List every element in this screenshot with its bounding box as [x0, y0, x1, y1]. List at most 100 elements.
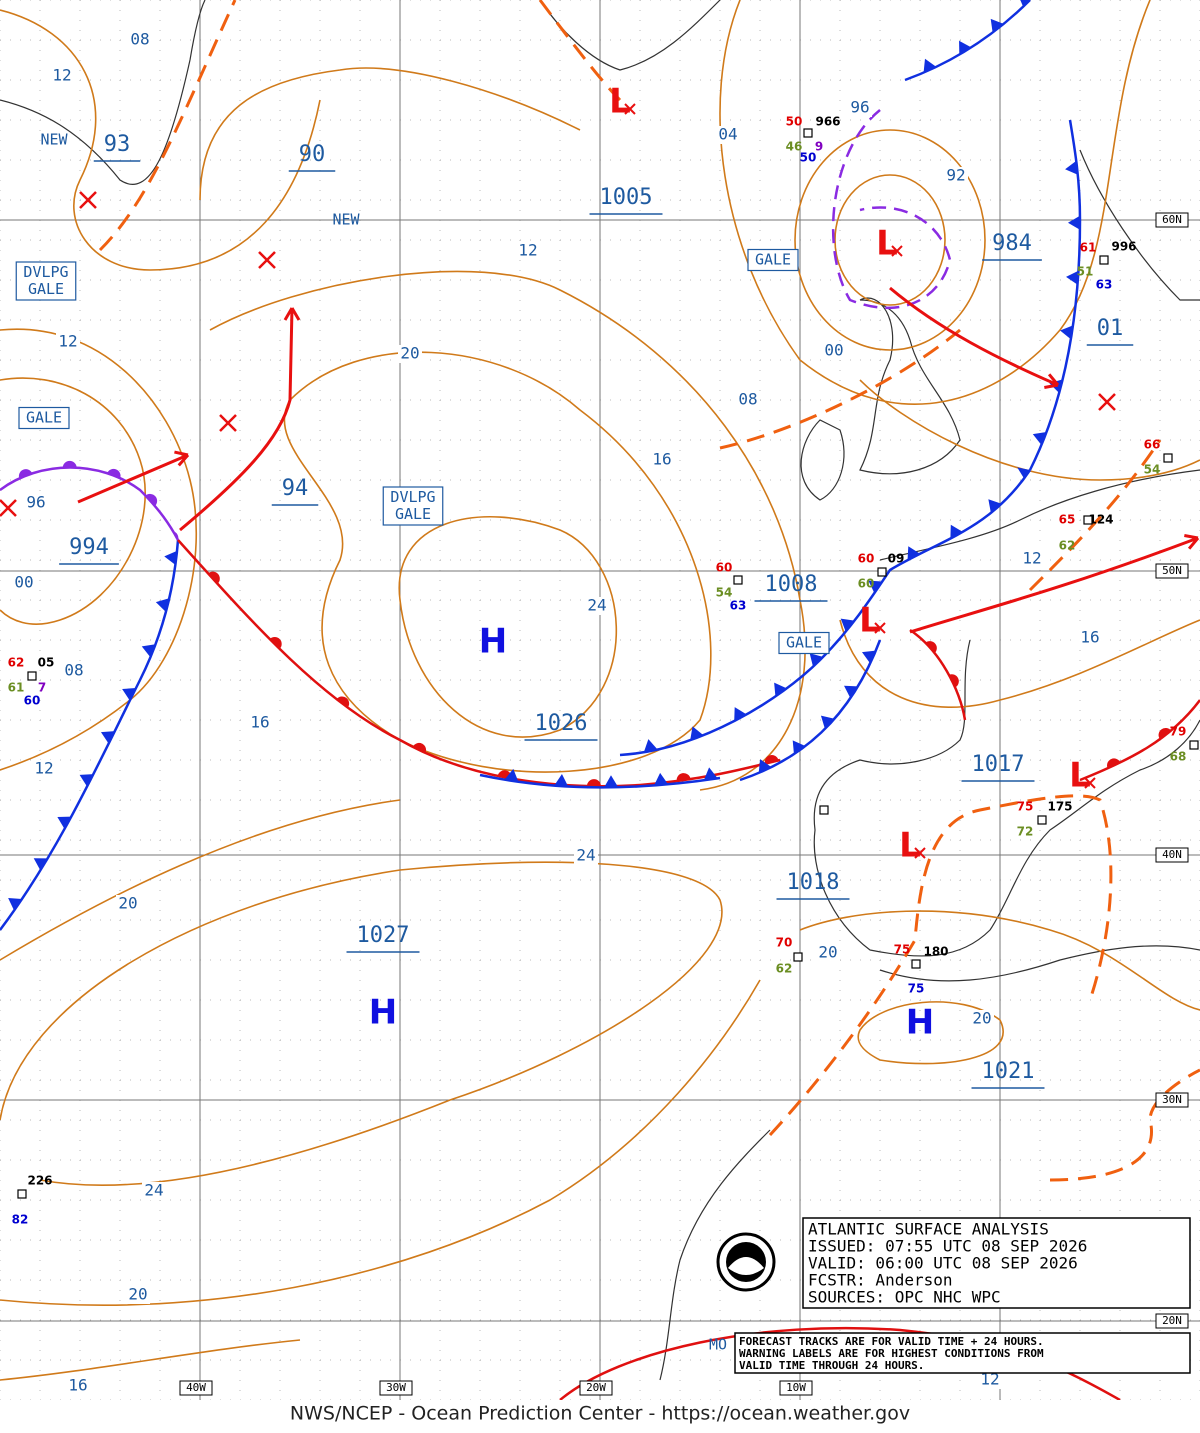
isobar	[0, 799, 401, 961]
low-x	[914, 847, 926, 859]
warning-label: GALE	[26, 409, 62, 427]
warning-label: MO	[709, 1336, 727, 1354]
station-value: 996	[1111, 240, 1136, 254]
coastlines	[0, 0, 1200, 1381]
isobar-label-bg	[62, 662, 86, 680]
labels: 60N 50N 40N 30N 20N 40W 30W 20W 10W 08 12 12 20 12 96 9…	[8, 30, 1199, 1396]
isobar-label-bg	[585, 597, 609, 615]
station-value: 60	[858, 552, 875, 566]
isobar	[283, 351, 712, 773]
isobar-label-bg	[816, 944, 840, 962]
station-value: 66	[1144, 438, 1161, 452]
front-symbol	[676, 773, 691, 782]
front-symbol	[990, 18, 1004, 33]
station-value: 68	[1170, 750, 1187, 764]
isobar-label: 12	[52, 66, 71, 85]
low-symbol: L	[899, 826, 921, 866]
isobar-label: 12	[518, 241, 537, 260]
front-symbol	[122, 688, 136, 701]
isobar-label-bg	[24, 494, 48, 512]
fronts	[0, 0, 1200, 1402]
isobar-label-bg	[1020, 550, 1044, 568]
front-symbol	[1158, 727, 1171, 740]
isobar-label: 20	[400, 344, 419, 363]
trough	[538, 0, 622, 102]
info-issued: ISSUED: 07:55 UTC 08 SEP 2026	[808, 1237, 1087, 1256]
station-value: 966	[815, 115, 840, 129]
isobar-label-bg	[650, 451, 674, 469]
station-marker	[911, 959, 921, 969]
station-marker	[17, 1189, 27, 1199]
isobar	[199, 67, 581, 201]
isobar-label: 16	[652, 450, 671, 469]
pressure-label: 90	[299, 142, 326, 167]
front-symbol	[923, 58, 937, 73]
station-value: 54	[716, 586, 733, 600]
coastline	[813, 639, 1200, 957]
isobar-label-bg	[12, 574, 36, 592]
isobar	[0, 9, 321, 271]
front-symbol	[141, 644, 156, 658]
front-symbol	[100, 731, 115, 744]
station-value: 09	[888, 552, 905, 566]
isobar-label-bg	[944, 167, 968, 185]
isobar-label-bg	[56, 333, 80, 351]
station-marker	[733, 575, 743, 585]
isobar-label-bg	[1078, 629, 1102, 647]
info-sources: SOURCES: OPC NHC WPC	[808, 1288, 1001, 1307]
position-mark	[258, 251, 276, 269]
station-marker	[1163, 453, 1173, 463]
latlon-box	[1155, 563, 1189, 579]
front-symbol	[33, 858, 48, 871]
front-symbol	[792, 740, 806, 755]
front-symbol	[734, 707, 747, 722]
trough	[98, 0, 237, 252]
logo-bird	[728, 1257, 764, 1275]
isobar-label: 16	[1080, 628, 1099, 647]
station-marker	[819, 805, 829, 815]
station-marker	[27, 671, 37, 681]
isobar-label: 96	[26, 493, 45, 512]
coastline	[1079, 149, 1200, 301]
station-value: 62	[776, 962, 793, 976]
isobar-label-bg	[716, 126, 740, 144]
position-mark	[219, 414, 237, 432]
pressure-label: 1017	[972, 752, 1025, 777]
station-value: 60	[716, 561, 733, 575]
isobar	[0, 1339, 301, 1381]
high-symbol: H	[906, 1003, 934, 1043]
isobar	[398, 515, 618, 738]
latlon-box	[1155, 1092, 1189, 1108]
pressure-label: 1018	[787, 870, 840, 895]
front-symbol	[907, 546, 920, 561]
isobar-label: 04	[718, 125, 737, 144]
pressure-label: 1008	[765, 572, 818, 597]
isobar-label: 00	[824, 341, 843, 360]
front-symbol	[1107, 758, 1121, 769]
isobar-label: 12	[34, 759, 53, 778]
front-symbol	[868, 580, 883, 594]
station-value: 75	[894, 943, 911, 957]
front-symbol	[79, 774, 94, 787]
front-symbol	[208, 571, 220, 584]
coastline	[879, 469, 1200, 561]
isobar	[0, 377, 146, 625]
front-symbol	[764, 755, 779, 764]
front-symbol	[1067, 215, 1080, 230]
station-value: 51	[1077, 265, 1094, 279]
isobar-label: 08	[64, 661, 83, 680]
pressure-label: 984	[992, 231, 1032, 256]
track-head	[283, 307, 301, 321]
isobar-label-bg	[128, 31, 152, 49]
isobar-label-bg	[848, 99, 872, 117]
station-value: 46	[786, 140, 803, 154]
front-symbol	[844, 685, 858, 699]
footer: NWS/NCEP - Ocean Prediction Center - htt…	[290, 1403, 910, 1425]
latlon-label: 30W	[386, 1381, 406, 1394]
warning-label: NEW	[40, 131, 68, 149]
isobar	[794, 129, 986, 351]
cold-front	[619, 469, 1032, 757]
pressure-label: 1027	[357, 923, 410, 948]
low-symbol: L	[1069, 756, 1091, 796]
